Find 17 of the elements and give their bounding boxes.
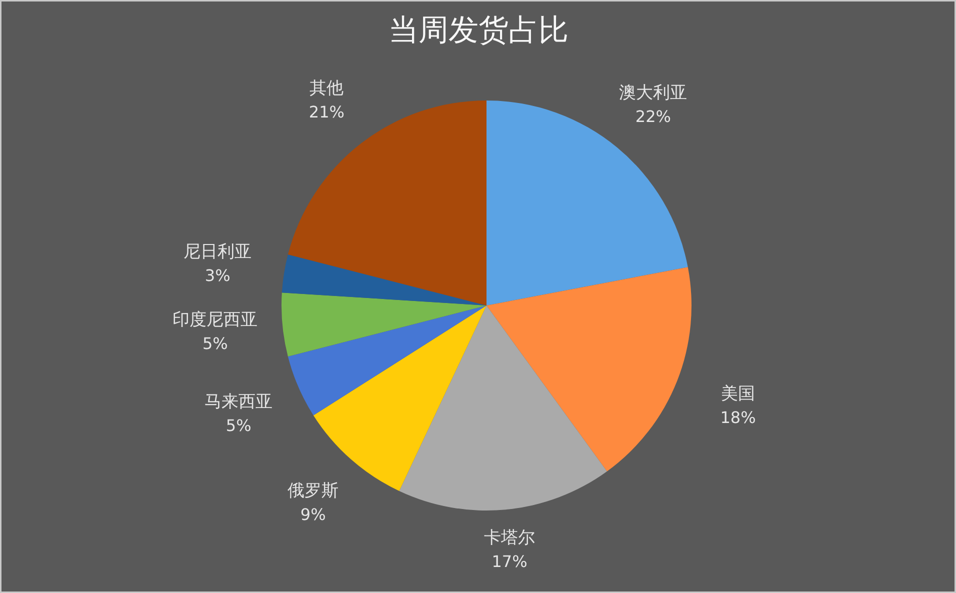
data-label: 3% — [204, 266, 230, 285]
data-label: 17% — [492, 552, 528, 572]
data-label: 5% — [226, 416, 252, 435]
chart-title: 当周发货占比 — [388, 13, 568, 48]
data-label: 18% — [720, 408, 756, 428]
data-label: 22% — [635, 107, 671, 126]
slice-label: 印度尼西亚 — [172, 310, 258, 330]
slice-label: 尼日利亚 — [184, 242, 252, 262]
slice-label: 其他 — [310, 78, 344, 98]
slice-label: 卡塔尔 — [484, 528, 536, 548]
slice-label: 俄罗斯 — [288, 481, 339, 502]
slice-label: 美国 — [720, 384, 755, 404]
slice-label: 澳大利亚 — [619, 83, 688, 104]
data-label: 9% — [300, 505, 326, 524]
data-label: 5% — [202, 334, 228, 354]
slice-label: 马来西亚 — [204, 392, 273, 412]
data-label: 21% — [308, 102, 344, 122]
